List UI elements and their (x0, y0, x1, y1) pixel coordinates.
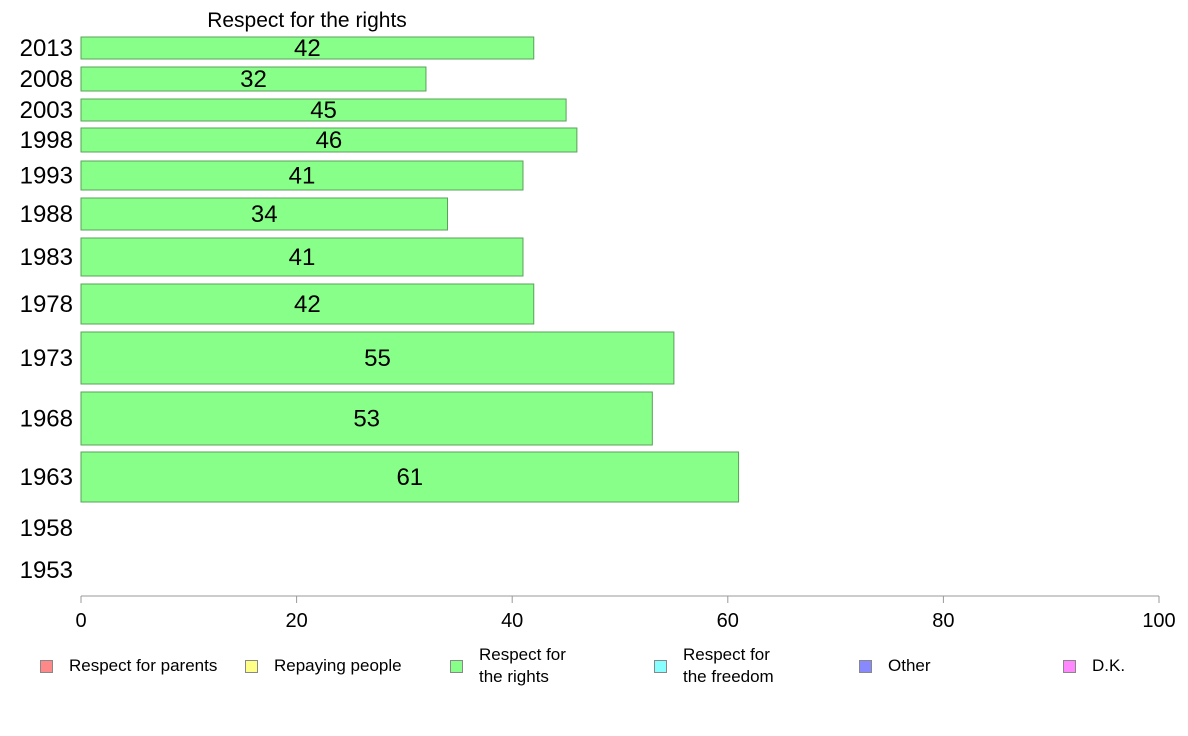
bar (80, 283, 535, 325)
legend-label: Respect for parents (69, 656, 218, 675)
x-tick-label: 60 (717, 610, 739, 632)
y-tick-label: 2008 (20, 66, 73, 93)
legend-item-respect-for-parents: Respect for parents (40, 655, 217, 677)
x-tick-label: 40 (501, 610, 523, 632)
bar (80, 127, 578, 153)
legend-swatch (654, 659, 667, 673)
y-tick-label: 2003 (20, 97, 73, 124)
y-tick-label: 1983 (20, 244, 73, 271)
bar-value-label: 41 (289, 244, 316, 271)
bar-value-label: 53 (353, 406, 380, 433)
y-tick-label: 1963 (20, 464, 73, 491)
y-tick-label: 1958 (20, 515, 73, 542)
legend-label: Other (888, 656, 931, 675)
bar-value-label: 32 (240, 66, 267, 93)
legend-item-respect-for-the-rights: Respect for the rights (450, 644, 566, 688)
bar (80, 331, 675, 385)
chart-title: Respect for the rights (207, 9, 407, 32)
legend: Respect for parents Repaying people Resp… (0, 640, 1188, 700)
bar-value-label: 61 (396, 464, 423, 491)
bar (80, 451, 740, 503)
legend-swatch (859, 659, 872, 673)
legend-label: Repaying people (274, 656, 402, 675)
legend-label: Respect for the freedom (683, 645, 774, 686)
legend-item-dk: D.K. (1063, 655, 1125, 677)
y-tick-label: 1973 (20, 345, 73, 372)
bar (80, 98, 567, 122)
bar (80, 36, 535, 60)
y-tick-label: 1993 (20, 163, 73, 190)
legend-swatch (40, 659, 53, 673)
x-tick-label: 20 (285, 610, 307, 632)
bar-value-label: 46 (316, 127, 343, 154)
bar-value-label: 42 (294, 291, 321, 318)
legend-swatch (245, 659, 258, 673)
legend-item-other: Other (859, 655, 931, 677)
bar-value-label: 41 (289, 163, 316, 190)
bar (80, 391, 653, 446)
x-tick-label: 0 (75, 610, 86, 632)
x-tick-label: 80 (932, 610, 954, 632)
y-tick-label: 1988 (20, 201, 73, 228)
bar-value-label: 34 (251, 201, 278, 228)
bar-value-label: 55 (364, 345, 391, 372)
y-tick-label: 1953 (20, 557, 73, 584)
bar (80, 160, 524, 191)
y-tick-label: 1968 (20, 406, 73, 433)
x-tick-label: 100 (1142, 610, 1175, 632)
bar-value-label: 42 (294, 35, 321, 62)
x-axis: 0 20 40 60 80 100 (75, 595, 1176, 632)
legend-label: Respect for the rights (479, 645, 566, 686)
legend-label: D.K. (1092, 656, 1126, 675)
y-tick-label: 1998 (20, 127, 73, 154)
bar (80, 197, 449, 231)
legend-swatch (1063, 659, 1076, 673)
legend-item-repaying-people: Repaying people (245, 655, 402, 677)
bar (80, 237, 524, 277)
legend-swatch (450, 659, 463, 673)
bar-value-label: 45 (310, 97, 337, 124)
bar (80, 66, 427, 92)
y-tick-label: 1978 (20, 291, 73, 318)
y-tick-label: 2013 (20, 35, 73, 62)
legend-item-respect-for-the-freedom: Respect for the freedom (654, 644, 774, 688)
